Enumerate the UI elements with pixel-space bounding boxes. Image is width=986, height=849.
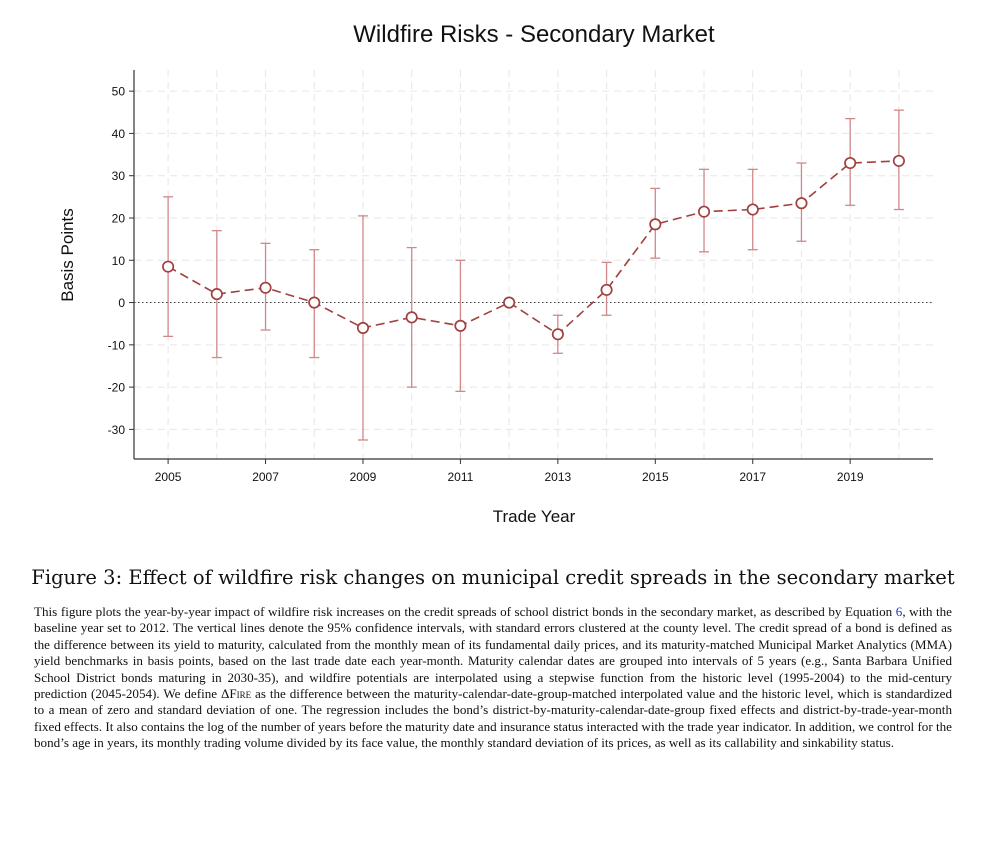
data-point	[162, 260, 175, 273]
data-point	[795, 197, 808, 210]
figure-caption: Figure 3: Effect of wildfire risk change…	[31, 566, 955, 589]
description-part-1: This figure plots the year-by-year impac…	[34, 604, 896, 619]
data-point	[600, 283, 613, 296]
y-tick-label: 40	[112, 127, 126, 141]
series-layer	[162, 109, 905, 441]
data-point	[259, 281, 272, 294]
data-point	[746, 203, 759, 216]
data-point	[551, 328, 564, 341]
y-tick-label: 0	[118, 296, 125, 310]
x-tick-label: 2007	[252, 470, 279, 484]
data-point	[892, 154, 905, 167]
y-tick-label: 30	[112, 169, 126, 183]
x-tick-label: 2013	[545, 470, 572, 484]
delta-fire-term: ΔFire	[220, 686, 252, 702]
y-tick-label: -20	[108, 381, 126, 395]
y-tick-label: -30	[108, 423, 126, 437]
equation-reference-link[interactable]: 6	[895, 604, 903, 619]
x-axis-title: Trade Year	[493, 507, 576, 526]
description-part-2: , with the baseline year set to 2012. Th…	[34, 604, 952, 702]
chart-title: Wildfire Risks - Secondary Market	[353, 21, 715, 48]
x-tick-label: 2019	[837, 470, 864, 484]
figure-description: This figure plots the year-by-year impac…	[34, 604, 952, 752]
y-tick-label: 20	[112, 211, 126, 225]
x-tick-label: 2011	[448, 470, 474, 484]
x-tick-label: 2005	[155, 470, 182, 484]
chart-grid	[134, 70, 933, 459]
data-point	[405, 311, 418, 324]
wildfire-chart: 50 40 30 20 10 0 -10 -20 -30 2005 2007 2009 2011 2013…	[58, 21, 933, 526]
y-tick-label: 10	[112, 254, 126, 268]
data-point	[210, 288, 223, 301]
x-tick-label: 2015	[642, 470, 669, 484]
y-axis-title: Basis Points	[58, 208, 77, 302]
description-part-3: as the difference between the maturity-c…	[34, 686, 953, 751]
y-tick-label: -10	[108, 338, 126, 352]
series-line	[167, 160, 899, 336]
data-point	[356, 321, 370, 334]
x-tick-label: 2017	[739, 470, 766, 484]
data-point	[503, 296, 516, 309]
axis-ticks: 50 40 30 20 10 0 -10 -20 -30 2005 2007 2009 2011 2013…	[108, 85, 864, 484]
data-point	[697, 205, 711, 218]
data-point	[308, 296, 321, 309]
data-point	[649, 218, 662, 231]
x-tick-label: 2009	[350, 470, 377, 484]
y-tick-label: 50	[112, 85, 126, 99]
data-point	[844, 156, 857, 170]
data-point	[454, 319, 467, 332]
